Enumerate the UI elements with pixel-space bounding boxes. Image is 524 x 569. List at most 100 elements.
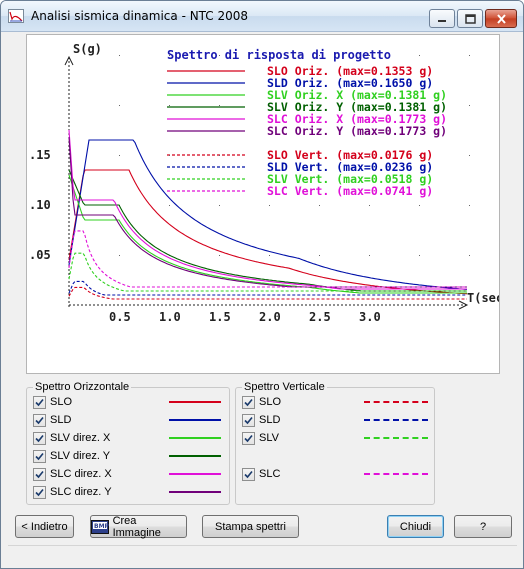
check-icon [35, 434, 44, 442]
vertical-spectrum-row[interactable]: SLC [242, 466, 280, 482]
horizontal-spectrum-group: Spettro Orizzontale SLO SLD SLV direz. X SL… [26, 381, 230, 505]
response-spectrum-chart: Spettro di risposta di progetto SLO Oriz… [29, 42, 503, 324]
x-tick-label: 1.0 [159, 310, 181, 324]
help-button[interactable]: ? [454, 515, 512, 538]
series-layer [68, 129, 468, 300]
horizontal-spectrum-checkbox[interactable] [33, 431, 46, 445]
grid-dot [319, 255, 320, 256]
legend-entry: SLO Oriz. (max=0.1353 g) [267, 64, 433, 78]
vertical-spectrum-checkbox[interactable] [242, 467, 255, 481]
horizontal-spectrum-row[interactable]: SLV direz. X [33, 430, 110, 446]
vertical-spectrum-row[interactable]: SLO [242, 394, 281, 410]
grid-dot [319, 105, 320, 106]
horizontal-spectrum-color-swatch [169, 401, 221, 403]
spectrum-app-icon [8, 9, 24, 23]
grid-dot [469, 105, 470, 106]
legend-entry: SLV Oriz. X (max=0.1381 g) [267, 88, 447, 102]
horizontal-spectrum-color-swatch [169, 455, 221, 457]
close-button[interactable]: Chiudi [387, 515, 444, 538]
horizontal-spectrum-checkbox[interactable] [33, 413, 46, 427]
horizontal-spectrum-checkbox[interactable] [33, 467, 46, 481]
grid-dot [119, 255, 120, 256]
y-tick-label: .15 [29, 148, 51, 162]
legend-entry: SLO Vert. (max=0.0176 g) [267, 148, 433, 162]
vertical-spectrum-checkbox[interactable] [242, 395, 255, 409]
grid-dot [219, 105, 220, 106]
horizontal-spectrum-color-swatch [169, 419, 221, 421]
close-window-button[interactable] [485, 9, 517, 28]
grid-dot [369, 105, 370, 106]
create-image-label: Crea Immagine [112, 514, 161, 539]
horizontal-spectrum-row[interactable]: SLC direz. X [33, 466, 112, 482]
legend-entry: SLC Oriz. X (max=0.1773 g) [267, 112, 447, 126]
grid-dot [419, 255, 420, 256]
check-icon [35, 470, 44, 478]
horizontal-spectrum-label: SLV direz. X [50, 432, 111, 444]
horizontal-spectrum-row[interactable]: SLV direz. Y [33, 448, 110, 464]
vertical-spectrum-label: SLD [259, 414, 281, 426]
x-tick-label: 0.5 [109, 310, 131, 324]
check-icon [35, 452, 44, 460]
vertical-spectrum-checkbox[interactable] [242, 431, 255, 445]
series-line [68, 136, 467, 288]
grid-dot [319, 55, 320, 56]
vertical-spectrum-checkbox[interactable] [242, 413, 255, 427]
vertical-spectrum-color-swatch [364, 401, 428, 403]
check-icon [244, 398, 253, 406]
maximize-button[interactable] [457, 9, 483, 28]
grid-dot [319, 155, 320, 156]
horizontal-spectrum-color-swatch [169, 491, 221, 493]
maximize-icon [464, 13, 476, 24]
horizontal-spectrum-row[interactable]: SLD [33, 412, 71, 428]
create-image-button[interactable]: BMP Crea Immagine [90, 514, 187, 539]
vertical-spectrum-row[interactable]: SLD [242, 412, 280, 428]
grid-dot [169, 205, 170, 206]
check-icon [35, 398, 44, 406]
vertical-group-label: Spettro Verticale [242, 381, 327, 393]
horizontal-spectrum-row[interactable]: SLO [33, 394, 72, 410]
check-icon [35, 416, 44, 424]
print-spectra-button[interactable]: Stampa spettri [202, 515, 299, 538]
x-axis-arrow [458, 300, 469, 310]
grid-dot [269, 55, 270, 56]
check-icon [244, 470, 253, 478]
series-line [68, 129, 467, 290]
horizontal-spectrum-row[interactable]: SLC direz. Y [33, 484, 112, 500]
series-line [68, 286, 467, 300]
window-title: Analisi sismica dinamica - NTC 2008 [31, 9, 249, 23]
grid-dot [319, 205, 320, 206]
horizontal-spectrum-checkbox[interactable] [33, 395, 46, 409]
back-button[interactable]: < Indietro [15, 515, 74, 538]
check-icon [35, 488, 44, 496]
x-tick-label: 2.5 [309, 310, 331, 324]
chart-title: Spettro di risposta di progetto [167, 48, 391, 62]
grid-dot [119, 55, 120, 56]
grid-dot [119, 105, 120, 106]
minimize-button[interactable] [429, 9, 455, 28]
grid-dot [419, 205, 420, 206]
status-bar [8, 545, 517, 563]
series-line [68, 280, 467, 296]
horizontal-group-label: Spettro Orizzontale [33, 381, 132, 393]
horizontal-spectrum-label: SLC direz. Y [50, 486, 112, 498]
grid-dot [469, 155, 470, 156]
horizontal-spectrum-checkbox[interactable] [33, 485, 46, 499]
horizontal-spectrum-checkbox[interactable] [33, 449, 46, 463]
horizontal-spectrum-label: SLD [50, 414, 72, 426]
svg-text:BMP: BMP [94, 523, 109, 530]
vertical-spectrum-color-swatch [364, 437, 428, 439]
chart-panel: Spettro di risposta di progetto SLO Oriz… [26, 34, 503, 374]
grid-dot [419, 105, 420, 106]
grid-dot [169, 155, 170, 156]
chart-axes: S(g) T(sec 0.5 1.0 1.5 2.0 2.5 3.0 .05 .10 .15 [29, 42, 503, 324]
horizontal-spectrum-color-swatch [169, 473, 221, 475]
y-tick-label: .05 [29, 248, 51, 262]
series-line [68, 230, 467, 288]
legend-entry: SLD Vert. (max=0.0236 g) [267, 160, 433, 174]
legend-entry: SLC Oriz. Y (max=0.1773 g) [267, 124, 447, 138]
legend-entry: SLC Vert. (max=0.0741 g) [267, 184, 433, 198]
vertical-spectrum-row[interactable]: SLV [242, 430, 279, 446]
horizontal-spectrum-label: SLC direz. X [50, 468, 112, 480]
legend-entry: SLV Oriz. Y (max=0.1381 g) [267, 100, 447, 114]
x-axis-label: T(sec [467, 291, 499, 305]
